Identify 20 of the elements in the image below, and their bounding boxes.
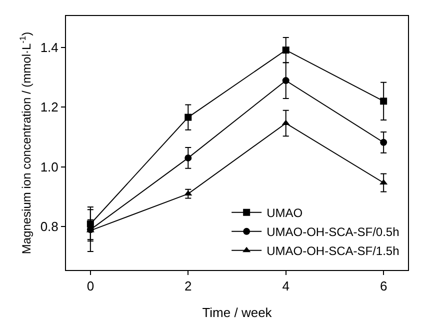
- legend-label: UMAO-OH-SCA-SF/0.5h: [266, 225, 400, 240]
- y-tick-label: 1.4: [40, 40, 58, 55]
- x-axis-title: Time / week: [202, 305, 272, 320]
- point: [282, 120, 290, 126]
- x-tick-label: 4: [282, 278, 290, 294]
- point: [380, 138, 388, 146]
- x-tick-label: 0: [86, 278, 94, 294]
- y-tick-label: 1.0: [40, 159, 58, 174]
- point: [282, 46, 290, 54]
- point: [184, 190, 192, 196]
- y-tick-label: 0.8: [40, 219, 58, 234]
- point: [380, 98, 388, 105]
- x-tick-label: 2: [184, 278, 192, 294]
- x-tick-label: 6: [380, 278, 388, 294]
- y-tick-label: 1.2: [40, 100, 58, 115]
- point: [184, 114, 192, 121]
- legend-label: UMAO: [266, 206, 303, 220]
- legend-label: UMAO-OH-SCA-SF/1.5h: [266, 244, 400, 258]
- point: [282, 77, 290, 84]
- point: [184, 154, 192, 162]
